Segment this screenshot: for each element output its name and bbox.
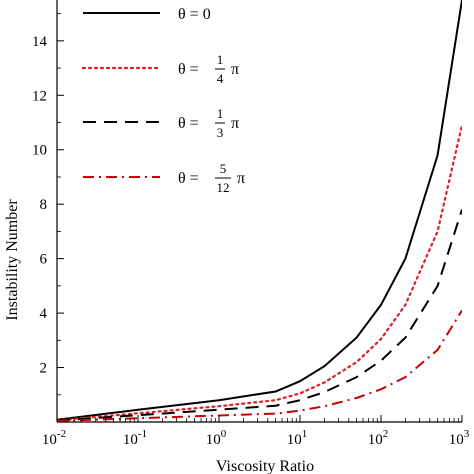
y-tick-label: 2 — [40, 361, 48, 377]
series-line-2 — [57, 124, 462, 422]
x-tick-label: 10-1 — [123, 428, 147, 448]
y-tick-label: 6 — [40, 252, 48, 268]
y-axis-title: Instability Number — [4, 199, 21, 321]
x-axis-ticks: 10-2 10-1 100 101 102 103 — [42, 415, 470, 448]
x-tick-label: 10-2 — [42, 428, 66, 448]
legend-fraction-denominator: 3 — [217, 125, 224, 140]
series-layer — [57, 0, 462, 422]
legend-pi-symbol: π — [231, 115, 239, 132]
y-tick-label: 12 — [32, 88, 47, 104]
legend-fraction-numerator: 1 — [217, 106, 224, 121]
plot-frame — [56, 0, 462, 423]
y-tick-label: 4 — [40, 306, 48, 322]
y-tick-label: 10 — [32, 143, 47, 159]
legend-fraction-numerator: 1 — [217, 52, 224, 67]
x-tick-label: 100 — [206, 428, 227, 448]
x-tick-label: 102 — [368, 428, 389, 448]
legend-fraction-numerator: 5 — [220, 161, 227, 176]
legend-pi-symbol: π — [231, 61, 239, 78]
x-tick-label: 101 — [287, 428, 308, 448]
legend-label-4: θ = — [178, 170, 199, 187]
x-axis-title: Viscosity Ratio — [216, 458, 314, 474]
series-line-1 — [57, 0, 462, 421]
y-axis-ticks: 2 4 6 8 10 12 14 — [32, 13, 64, 396]
legend-label-3: θ = — [178, 115, 199, 132]
series-line-4 — [57, 309, 462, 422]
legend-label-2: θ = — [178, 61, 199, 78]
legend-pi-symbol: π — [237, 170, 245, 187]
y-tick-label: 8 — [40, 197, 48, 213]
legend-label-1: θ = 0 — [178, 6, 211, 23]
legend-fraction-denominator: 12 — [217, 180, 230, 195]
legend-fraction-denominator: 4 — [217, 71, 224, 86]
x-tick-label: 103 — [449, 428, 470, 448]
series-line-3 — [57, 209, 462, 422]
y-tick-label: 14 — [32, 34, 48, 50]
